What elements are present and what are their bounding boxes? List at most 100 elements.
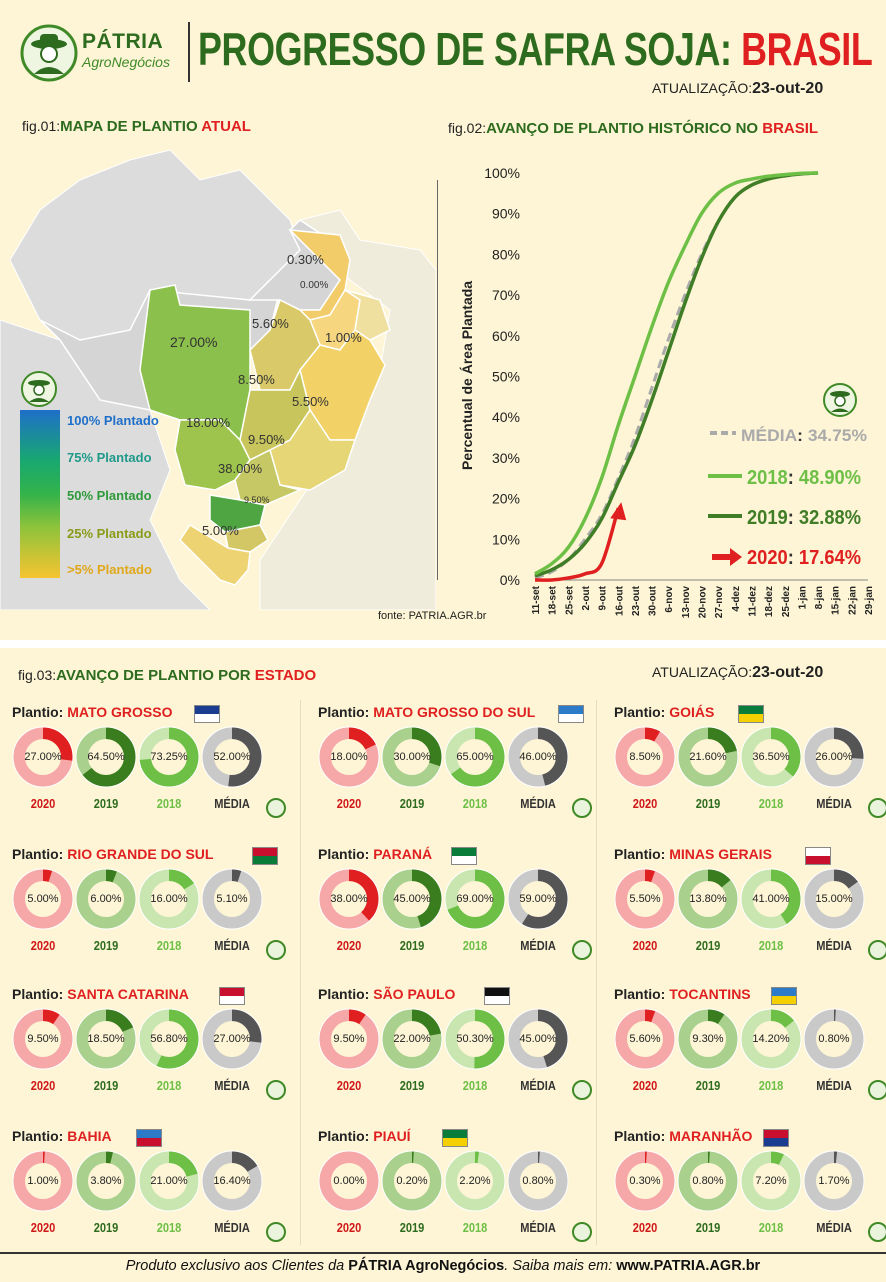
x-tick-label: 29-jan <box>864 586 875 615</box>
plantio-label: Plantio: <box>318 1128 374 1144</box>
donut-2018: 21.00% 2018 <box>138 1150 200 1250</box>
x-tick-label: 4-dez <box>731 586 742 612</box>
donut-fill <box>741 1151 801 1211</box>
donut-value: 41.00% <box>752 893 790 905</box>
donut-year-label: MÉDIA <box>214 1078 250 1093</box>
patria-small-logo-icon <box>868 798 886 818</box>
legend-label-75: 75% Plantado <box>67 450 152 465</box>
donut-outline <box>138 868 200 930</box>
donut-value: 27.00% <box>24 751 62 763</box>
donut-2018: 7.20% 2018 <box>740 1150 802 1250</box>
donut-year-label: 2018 <box>758 938 784 953</box>
donut-ring <box>318 726 380 788</box>
donut-ring <box>677 1008 739 1070</box>
donut-value: 52.00% <box>213 751 251 763</box>
donut-value: 27.00% <box>213 1033 251 1045</box>
donut-value: 18.00% <box>330 751 368 763</box>
donut-2018: 50.30% 2018 <box>444 1008 506 1108</box>
state-name: BAHIA <box>67 1128 112 1144</box>
donut-2020: 38.00% 2020 <box>318 868 380 968</box>
footer-brand: PÁTRIA AgroNegócios <box>348 1258 505 1274</box>
donut-ring <box>201 1008 263 1070</box>
donut-ring <box>740 1150 802 1212</box>
state-flag-icon <box>558 705 584 723</box>
donut-ring <box>803 1008 865 1070</box>
donut-value: 1.00% <box>27 1175 59 1187</box>
footer-url[interactable]: www.PATRIA.AGR.br <box>616 1258 761 1274</box>
patria-small-logo-icon <box>266 1222 286 1242</box>
state-name: SÃO PAULO <box>373 986 456 1002</box>
title-red: BRASIL <box>741 23 873 75</box>
series-line-2020 <box>534 507 620 582</box>
x-tick-label: 18-set <box>548 585 559 615</box>
donut-fill <box>382 1151 442 1211</box>
donut-year-label: 2019 <box>695 1220 721 1235</box>
donut-outline <box>803 868 865 930</box>
donut-ring <box>381 1008 443 1070</box>
map-label-5: 8.50% <box>238 372 275 387</box>
donut-fill <box>678 1009 738 1069</box>
donut-year-label: MÉDIA <box>520 1078 556 1093</box>
donut-year-label: 2018 <box>758 796 784 811</box>
donut-2020: 27.00% 2020 <box>12 726 74 826</box>
donut-2018: 2.20% 2018 <box>444 1150 506 1250</box>
donut-outline <box>614 1008 676 1070</box>
donut-média: 5.10% MÉDIA <box>201 868 263 968</box>
donut-outline <box>12 1150 74 1212</box>
legend-entry-média: MÉDIA: 34.75% <box>710 426 867 445</box>
plantio-label: Plantio: <box>614 704 670 720</box>
donut-fill <box>319 869 379 929</box>
donut-2018: 14.20% 2018 <box>740 1008 802 1108</box>
donut-year-label: MÉDIA <box>816 1220 852 1235</box>
donut-fill <box>139 727 199 787</box>
donut-value: 64.50% <box>87 751 125 763</box>
legend-entry-2020: 2020: 17.64% <box>712 547 861 569</box>
donut-fill <box>382 869 442 929</box>
state-name: GOIÁS <box>669 704 715 720</box>
ocean-east <box>259 209 436 610</box>
donut-2020: 9.50% 2020 <box>318 1008 380 1108</box>
footer-mid: . Saiba mais em: <box>504 1258 617 1274</box>
donut-value: 73.25% <box>150 751 188 763</box>
map-label-10: 9.50% <box>244 495 270 505</box>
donut-ring <box>12 868 74 930</box>
donut-2018: 41.00% 2018 <box>740 868 802 968</box>
donut-outline <box>201 726 263 788</box>
plantio-label: Plantio: <box>12 846 68 862</box>
fig03-title: fig.03:AVANÇO DE PLANTIO POR ESTADO <box>18 667 316 684</box>
donut-year-label: MÉDIA <box>816 1078 852 1093</box>
state-header: Plantio: MATO GROSSO DO SUL <box>318 704 535 720</box>
brand-name: PÁTRIA <box>82 30 164 53</box>
donut-2018: 16.00% 2018 <box>138 868 200 968</box>
donut-value: 5.60% <box>629 1033 661 1045</box>
donut-fill <box>13 869 73 929</box>
donut-outline <box>201 1150 263 1212</box>
donut-value: 0.80% <box>818 1033 850 1045</box>
donut-ring <box>201 868 263 930</box>
donut-2019: 0.80% 2019 <box>677 1150 739 1250</box>
donut-year-label: MÉDIA <box>816 938 852 953</box>
donut-value: 3.80% <box>90 1175 122 1187</box>
donut-value: 9.50% <box>27 1033 59 1045</box>
y-tick-label: 40% <box>492 409 520 425</box>
donut-fill <box>615 727 675 787</box>
state-card: Plantio: MINAS GERAIS 5.50% 2020 13.80% 2019… <box>614 846 886 986</box>
donut-média: 45.00% MÉDIA <box>507 1008 569 1108</box>
donut-outline <box>12 1008 74 1070</box>
donut-fill <box>76 869 136 929</box>
map-label-9: 38.00% <box>218 461 263 476</box>
state-header: Plantio: MATO GROSSO <box>12 704 173 720</box>
donut-2019: 22.00% 2019 <box>381 1008 443 1108</box>
donut-ring <box>138 726 200 788</box>
donut-year-label: 2020 <box>336 1220 362 1235</box>
state-name: RIO GRANDE DO SUL <box>67 846 214 862</box>
state-name: PARANÁ <box>373 846 433 862</box>
donut-value: 21.60% <box>689 751 727 763</box>
state-flag-icon <box>442 1129 469 1147</box>
donut-year-label: 2020 <box>632 796 658 811</box>
state-card: Plantio: TOCANTINS 5.60% 2020 9.30% 2019 14.2… <box>614 986 886 1126</box>
fig01-title: fig.01:MAPA DE PLANTIO ATUAL <box>22 118 251 135</box>
plantio-label: Plantio: <box>12 1128 68 1144</box>
y-axis-label: Percentual de Área Plantada <box>459 281 475 470</box>
